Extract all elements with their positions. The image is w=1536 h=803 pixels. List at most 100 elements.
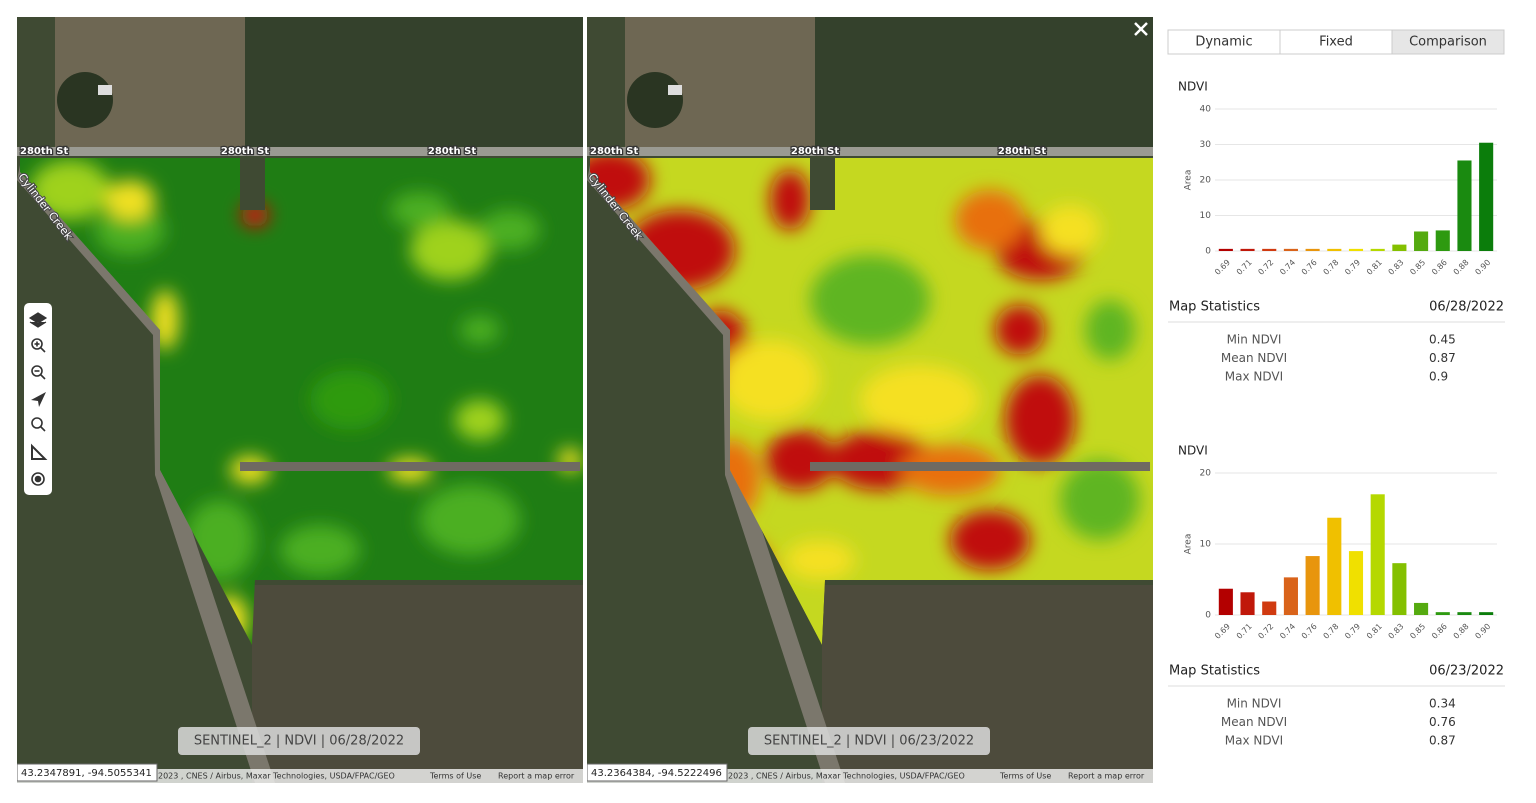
coordinates-box xyxy=(587,763,728,782)
terms-link[interactable]: Terms of Use xyxy=(999,772,1051,781)
x-tick-label: 0.81 xyxy=(1365,622,1384,641)
bar xyxy=(1283,577,1298,615)
ndvi-zone xyxy=(420,485,520,555)
caption-box xyxy=(178,727,420,755)
zoom-in-icon[interactable] xyxy=(31,338,46,353)
map-caption: SENTINEL_2 | NDVI | 06/23/2022 xyxy=(764,734,974,749)
ndvi-zone xyxy=(590,158,650,210)
trees xyxy=(627,72,683,128)
ndvi-zone xyxy=(310,370,390,430)
close-button[interactable] xyxy=(1134,22,1148,36)
x-tick-label: 0.88 xyxy=(1452,258,1471,277)
x-tick-label: 0.83 xyxy=(1387,258,1406,277)
x-tick-label: 0.86 xyxy=(1430,258,1449,277)
layers-icon[interactable] xyxy=(28,312,48,328)
attribution: 2023 , CNES / Airbus, Maxar Technologies… xyxy=(158,772,395,781)
stat-value: 0.87 xyxy=(1429,351,1456,365)
bar xyxy=(1414,231,1429,251)
ndvi-overlay xyxy=(590,158,1153,645)
bar xyxy=(1218,588,1233,615)
ndvi-zone xyxy=(770,170,810,230)
x-tick-label: 0.72 xyxy=(1256,258,1275,277)
bar xyxy=(1240,592,1255,615)
stat-value: 0.76 xyxy=(1429,715,1456,729)
road-label: 280th St xyxy=(20,146,68,157)
ndvi-zone xyxy=(765,430,835,490)
road-label: 280th St xyxy=(998,146,1046,157)
x-tick-label: 0.83 xyxy=(1387,622,1406,641)
ndvi-zone xyxy=(1005,375,1075,465)
bar xyxy=(1479,142,1494,251)
ndvi-zone xyxy=(95,205,165,255)
bar xyxy=(1348,248,1364,251)
y-tick-label: 20 xyxy=(1200,176,1212,186)
ndvi-zone xyxy=(105,180,155,220)
x-tick-label: 0.74 xyxy=(1278,258,1297,277)
ndvi-zone xyxy=(720,340,820,420)
bar xyxy=(1435,230,1450,251)
bar xyxy=(1392,244,1407,251)
x-tick-label: 0.79 xyxy=(1343,258,1362,277)
stat-label: Min NDVI xyxy=(1227,697,1282,711)
ndvi-zone xyxy=(950,510,1030,570)
ndvi-zone xyxy=(30,160,110,220)
coordinates: 43.2364384, -94.5222496 xyxy=(591,768,722,779)
y-tick-label: 0 xyxy=(1205,247,1211,257)
measure-icon[interactable] xyxy=(31,443,48,460)
farmland xyxy=(815,17,1153,147)
stat-label: Max NDVI xyxy=(1225,734,1283,748)
ndvi-zone xyxy=(1085,300,1135,360)
target-icon[interactable] xyxy=(31,472,45,486)
map-toolbar xyxy=(24,303,52,495)
farm-road xyxy=(810,462,1150,471)
ndvi-zone xyxy=(460,316,500,344)
terms-link[interactable]: Terms of Use xyxy=(429,772,481,781)
ndvi-zone xyxy=(860,365,980,435)
stats-date: 06/28/2022 xyxy=(1429,300,1504,315)
map-caption: SENTINEL_2 | NDVI | 06/28/2022 xyxy=(194,734,404,749)
building xyxy=(668,85,682,95)
x-tick-label: 0.79 xyxy=(1343,622,1362,641)
tab[interactable]: Fixed xyxy=(1319,35,1353,50)
ndvi-zone xyxy=(810,255,930,345)
road-label: 280th St xyxy=(590,146,638,157)
ndvi-zone xyxy=(480,210,540,250)
caption-box xyxy=(748,727,990,755)
ndvi-zone xyxy=(280,525,360,575)
bar xyxy=(1262,601,1277,615)
bar xyxy=(1262,248,1277,251)
bar xyxy=(1283,248,1298,251)
x-tick-label: 0.85 xyxy=(1408,258,1427,277)
zoom-out-icon[interactable] xyxy=(31,365,46,380)
ndvi-zone xyxy=(390,192,450,228)
x-tick-label: 0.88 xyxy=(1452,622,1471,641)
tab[interactable]: Dynamic xyxy=(1195,35,1252,50)
x-tick-label: 0.78 xyxy=(1322,622,1341,641)
locate-icon[interactable] xyxy=(31,392,46,407)
ndvi-zones xyxy=(590,158,1140,620)
coordinates: 43.2347891, -94.5055341 xyxy=(21,768,152,779)
report-link[interactable]: Report a map error xyxy=(498,772,575,781)
report-link[interactable]: Report a map error xyxy=(1068,772,1145,781)
bar xyxy=(1218,248,1233,251)
y-tick-label: 10 xyxy=(1200,540,1212,550)
bar xyxy=(1370,494,1385,615)
ndvi-zone xyxy=(955,190,1025,250)
x-tick-label: 0.71 xyxy=(1235,258,1254,277)
x-tick-label: 0.71 xyxy=(1235,622,1254,641)
x-tick-label: 0.90 xyxy=(1473,258,1492,277)
stats-title: Map Statistics xyxy=(1169,300,1260,315)
mode-tabs: Dynamic Fixed Comparison xyxy=(1167,29,1505,55)
x-tick-label: 0.69 xyxy=(1213,622,1232,641)
stats-date: 06/23/2022 xyxy=(1429,664,1504,679)
y-axis-label: Area xyxy=(1184,534,1194,555)
ndvi-zone xyxy=(455,400,505,440)
stat-label: Mean NDVI xyxy=(1221,351,1287,365)
tab-active[interactable]: Comparison xyxy=(1409,35,1487,50)
search-icon[interactable] xyxy=(31,417,46,432)
stat-value: 0.34 xyxy=(1429,697,1456,711)
bar xyxy=(1327,248,1342,251)
chart-title: NDVI xyxy=(1178,444,1208,458)
